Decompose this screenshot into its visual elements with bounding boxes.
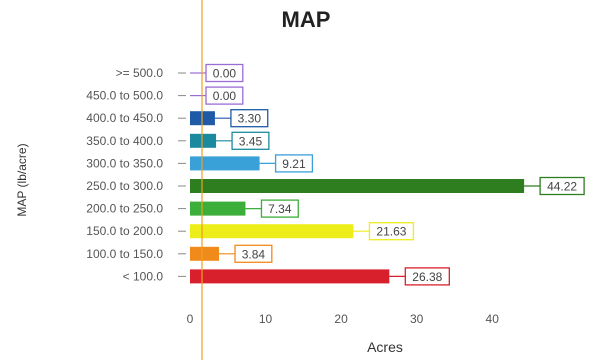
bar — [190, 269, 390, 284]
category-label: 300.0 to 350.0 — [86, 156, 163, 170]
x-tick-label: 20 — [334, 312, 348, 326]
category-label: 400.0 to 450.0 — [86, 111, 163, 125]
data-label-box — [539, 176, 585, 196]
bar — [190, 201, 246, 216]
bars — [190, 111, 525, 284]
data-label: 0.00 — [213, 89, 237, 103]
data-label: 0.00 — [213, 67, 237, 81]
bar — [190, 224, 354, 239]
data-label-box — [274, 154, 314, 173]
data-label: 44.22 — [547, 180, 577, 194]
x-tick-labels: 0 10 20 30 40 — [187, 312, 500, 326]
bar — [190, 156, 260, 171]
data-label-box — [205, 86, 244, 105]
x-tick-label: 40 — [486, 312, 500, 326]
data-label-box — [260, 199, 299, 218]
x-axis-title: Acres — [367, 339, 403, 355]
category-label: 250.0 to 300.0 — [86, 179, 163, 193]
bar — [190, 179, 525, 193]
data-label-box — [205, 63, 244, 83]
y-axis-title: MAP (lb/acre) — [15, 143, 29, 216]
category-labels: >= 500.0 450.0 to 500.0 400.0 to 450.0 350.… — [86, 66, 186, 283]
category-label: < 100.0 — [123, 269, 164, 283]
data-label: 3.30 — [238, 112, 262, 126]
x-tick-label: 0 — [187, 312, 194, 326]
data-label: 3.84 — [242, 247, 266, 261]
data-label: 3.45 — [239, 134, 263, 148]
bar — [190, 133, 217, 148]
bar — [190, 246, 220, 261]
x-tick-label: 30 — [410, 312, 424, 326]
data-label-box — [368, 222, 415, 241]
category-label: 100.0 to 150.0 — [86, 247, 163, 261]
data-label-box — [404, 267, 450, 286]
data-label-box — [231, 131, 270, 150]
data-label-box — [230, 109, 269, 128]
data-label: 7.34 — [268, 202, 292, 216]
category-label: >= 500.0 — [116, 66, 164, 80]
data-labels: 0.000.003.303.459.2144.227.3421.633.8426… — [190, 63, 585, 286]
category-label: 450.0 to 500.0 — [86, 89, 163, 103]
x-tick-label: 10 — [259, 312, 273, 326]
data-label: 9.21 — [282, 157, 306, 171]
data-label: 21.63 — [376, 225, 406, 239]
category-label: 150.0 to 200.0 — [86, 224, 163, 238]
chart-title: MAP — [282, 7, 331, 32]
data-label-box — [234, 244, 273, 263]
category-label: 200.0 to 250.0 — [86, 202, 163, 216]
category-label: 350.0 to 400.0 — [86, 134, 163, 148]
data-label: 26.38 — [412, 270, 442, 284]
